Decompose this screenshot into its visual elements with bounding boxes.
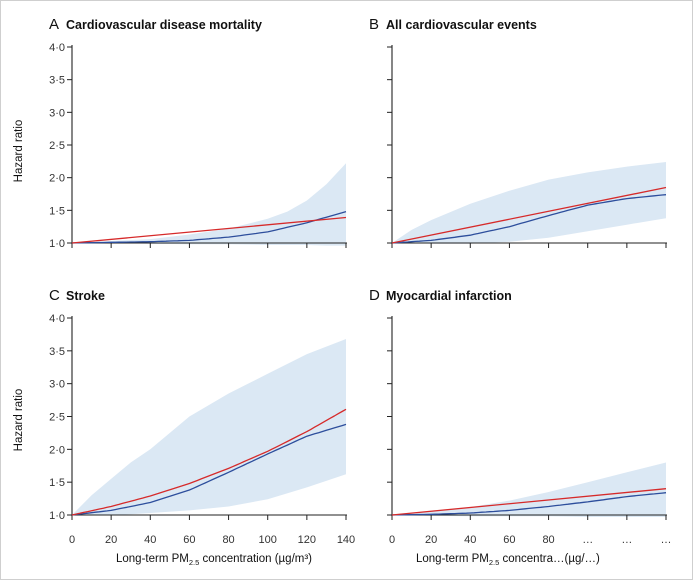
panel-title-a: Cardiovascular disease mortality [66, 18, 262, 32]
y-tick-label-c-4: 3·0 [49, 379, 65, 391]
x-axis-label-c-suffix: concentration (µg/m³) [199, 553, 312, 565]
x-tick-label-d-7: … [661, 534, 672, 546]
confidence-band-b [392, 162, 666, 244]
panel-letter-c: C [49, 287, 60, 304]
x-axis-label-c-prefix: Long-term PM [116, 553, 189, 565]
panel-b: B All cardiovascular events [369, 16, 667, 248]
y-tick-label-c-1: 1·5 [49, 477, 65, 489]
x-tick-label-d-1: 20 [425, 534, 437, 546]
x-tick-label-c-4: 80 [222, 534, 234, 546]
x-axis-label-d: Long-term PM2.5 concentra…(µg/…) [416, 553, 600, 567]
y-tick-label-a-4: 3·0 [49, 107, 65, 119]
y-tick-label-a-1: 1·5 [49, 205, 65, 217]
blue-line-b [391, 194, 667, 244]
panel-letter-d: D [369, 287, 380, 304]
y-tick-label-a-3: 2·5 [49, 140, 65, 152]
red-line-d [391, 488, 667, 516]
x-axis-label-d-subscript: 2.5 [489, 558, 499, 567]
x-axis-label-c: Long-term PM2.5 concentration (µg/m³) [116, 553, 312, 567]
y-axis-label-bottom: Hazard ratio [13, 389, 25, 452]
x-tick-label-c-7: 140 [337, 534, 355, 546]
x-tick-label-d-6: … [621, 534, 632, 546]
x-tick-label-c-1: 20 [105, 534, 117, 546]
x-axis-label-d-suffix: concentra…(µg/…) [499, 553, 600, 565]
x-axis-label-d-prefix: Long-term PM [416, 553, 489, 565]
x-tick-label-c-6: 120 [298, 534, 316, 546]
x-tick-label-d-3: 60 [503, 534, 515, 546]
x-tick-label-d-5: … [582, 534, 593, 546]
panel-a: 1·0 1·5 2·0 2·5 3·0 3·5 4·0 A Cardiovascular dis… [49, 16, 347, 250]
blue-line-a [71, 210, 347, 244]
confidence-band-a [72, 163, 346, 246]
x-tick-label-c-0: 0 [69, 534, 75, 546]
blue-line-c [71, 423, 347, 516]
panel-title-d: Myocardial infarction [386, 289, 512, 303]
y-tick-label-c-6: 4·0 [49, 313, 65, 325]
y-tick-label-c-0: 1·0 [49, 510, 65, 522]
y-axis-label-top: Hazard ratio [13, 120, 25, 183]
blue-line-d [391, 492, 667, 516]
x-tick-label-c-2: 40 [144, 534, 156, 546]
panel-c: 1·0 1·5 2·0 2·5 3·0 3·5 4·0 0 20 40 60 80 100 120 140 C… [49, 287, 355, 546]
panel-letter-b: B [369, 16, 379, 33]
panel-title-b: All cardiovascular events [386, 18, 537, 32]
y-tick-label-a-6: 4·0 [49, 42, 65, 54]
panel-title-c: Stroke [66, 289, 105, 303]
x-tick-label-d-4: 80 [542, 534, 554, 546]
confidence-band-c [72, 339, 346, 515]
red-line-c [71, 408, 347, 516]
y-tick-label-a-0: 1·0 [49, 238, 65, 250]
red-line-b [391, 186, 667, 244]
y-tick-label-c-5: 3·5 [49, 346, 65, 358]
y-tick-label-a-5: 3·5 [49, 75, 65, 87]
x-tick-label-c-5: 100 [259, 534, 277, 546]
panel-d: 0 20 40 60 80 … … … D Myocardial infarction [369, 287, 672, 546]
confidence-band-d [392, 462, 666, 517]
x-axis-label-c-subscript: 2.5 [189, 558, 199, 567]
x-tick-label-d-2: 40 [464, 534, 476, 546]
panel-letter-a: A [49, 16, 59, 33]
red-line-a [71, 216, 347, 244]
x-tick-label-c-3: 60 [183, 534, 195, 546]
y-tick-label-a-2: 2·0 [49, 173, 65, 185]
y-tick-label-c-3: 2·5 [49, 412, 65, 424]
y-tick-label-c-2: 2·0 [49, 444, 65, 456]
x-tick-label-d-0: 0 [389, 534, 395, 546]
